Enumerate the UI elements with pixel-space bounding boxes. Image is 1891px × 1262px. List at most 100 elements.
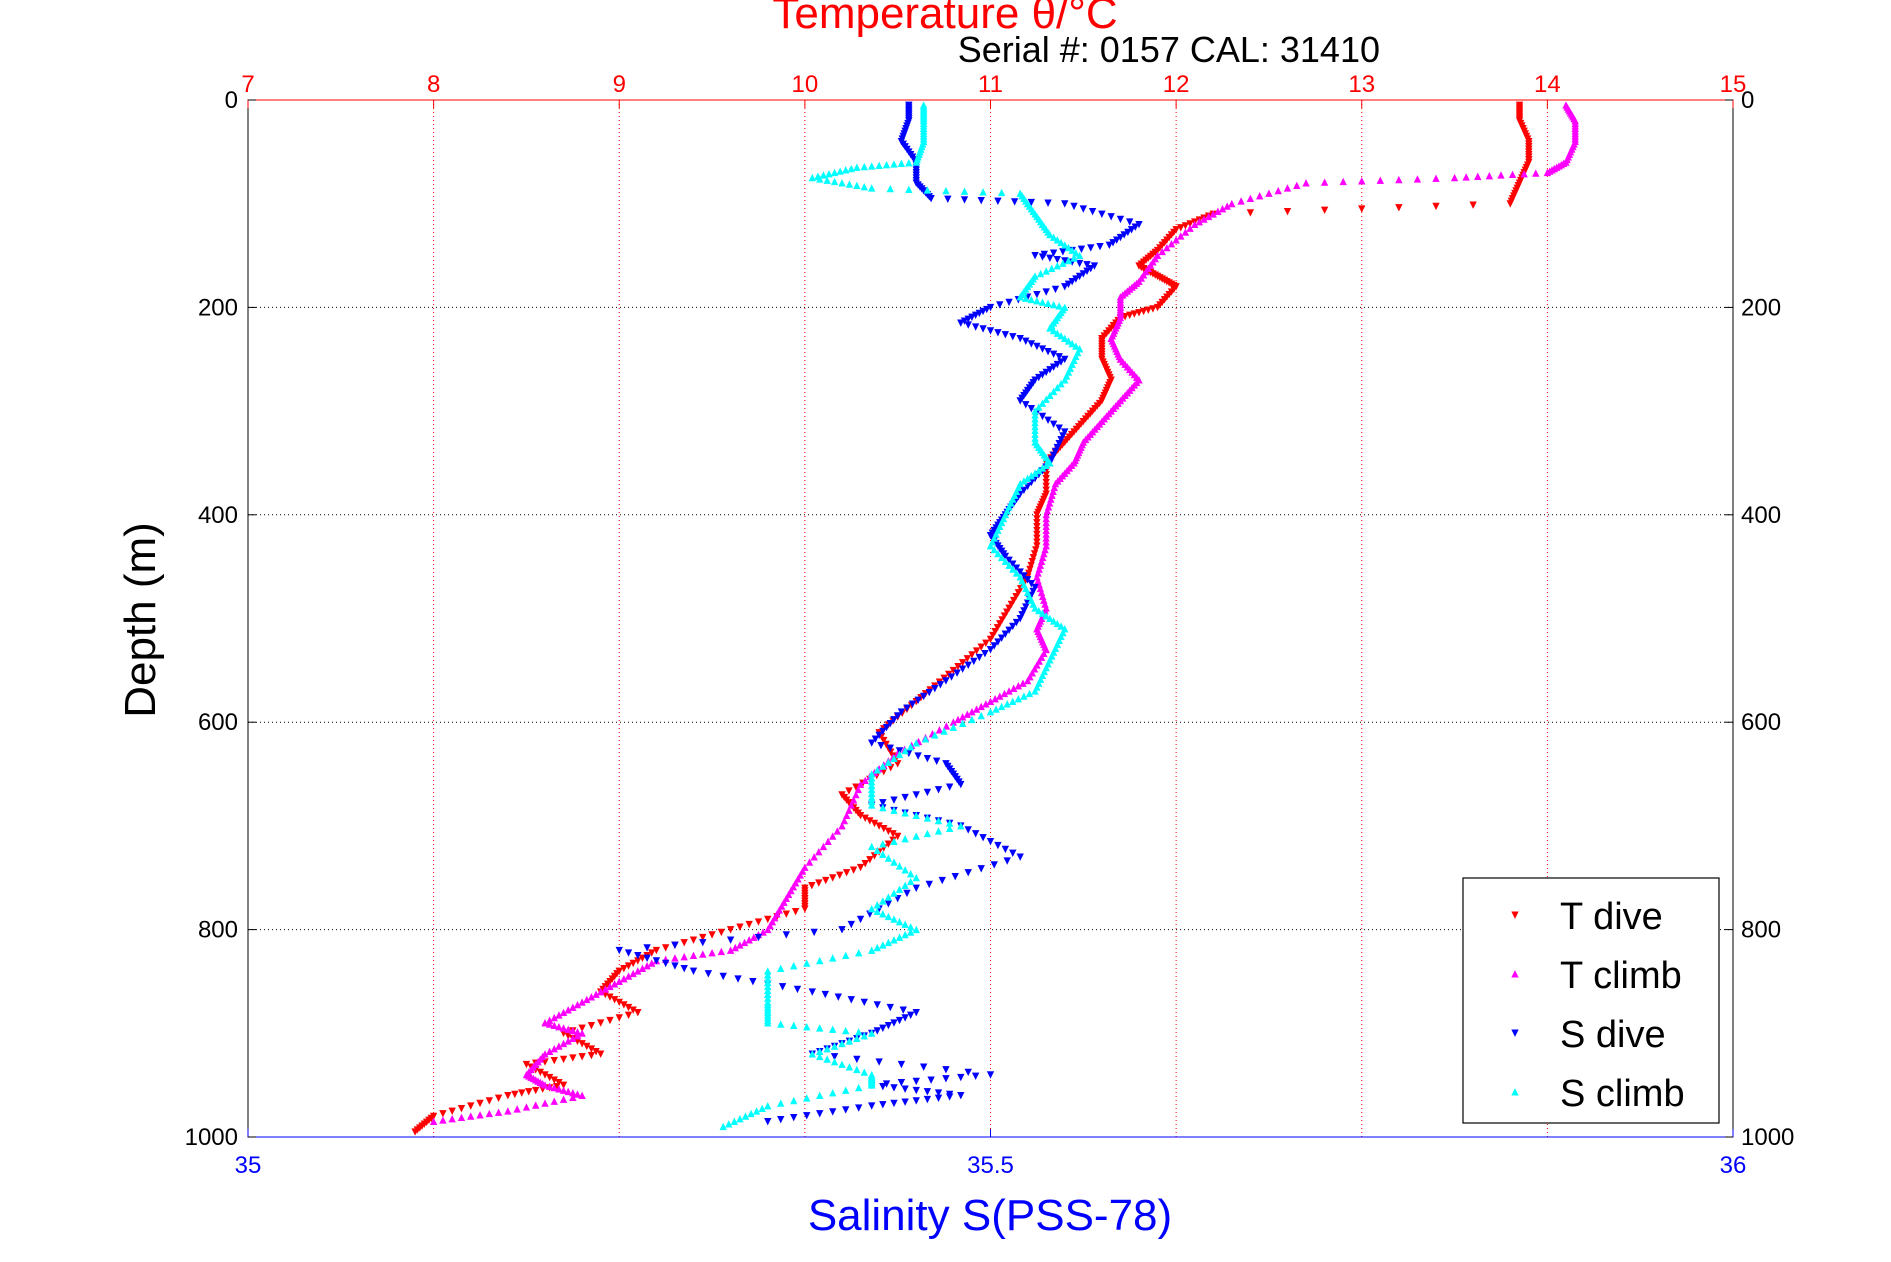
data-point [564,1037,572,1045]
data-point [979,325,987,333]
series-t-climb [429,101,1579,1125]
data-point [1035,403,1043,411]
data-point [982,639,990,647]
data-point [866,856,874,864]
data-point [511,1090,519,1099]
data-point [689,936,698,944]
data-point [884,938,893,947]
data-point [931,731,939,739]
data-point [890,1019,898,1027]
data-point [971,1072,980,1080]
data-point [954,715,962,724]
data-point [1339,177,1347,186]
data-point [957,319,965,327]
data-point [979,834,987,842]
data-point [643,962,651,970]
data-point [518,1089,526,1097]
data-point [873,1001,881,1009]
data-point [569,1093,577,1101]
data-point [559,1039,568,1048]
data-point [731,943,739,952]
data-point [890,837,898,845]
data-point [1010,596,1018,605]
data-point [587,1051,596,1060]
data-point [855,1083,863,1092]
data-point [825,170,833,178]
data-point [1055,424,1063,432]
data-point [912,791,920,799]
data-point [485,1097,493,1105]
data-point [884,893,893,901]
data-point [411,1128,419,1136]
data-point [1497,171,1505,179]
data-point [845,1037,854,1045]
data-point [890,936,898,944]
data-point [994,638,1002,646]
data-point [835,871,844,880]
data-point [578,1029,586,1037]
data-point [1053,443,1062,452]
data-point [1014,694,1023,703]
data-point [1042,461,1050,470]
legend-label: T climb [1560,955,1682,997]
data-point [890,806,898,814]
data-point [886,184,894,193]
data-point [1395,175,1403,184]
data-point [912,158,920,166]
data-point [778,983,787,991]
data-point [689,951,698,960]
data-point [833,827,842,835]
data-point [986,707,995,716]
data-point [457,1113,466,1122]
data-point [1018,611,1026,619]
data-point [994,549,1002,558]
data-point [1001,845,1010,854]
data-point [906,877,915,886]
data-point [897,1079,906,1087]
data-point [1395,204,1403,212]
data-point [958,719,967,727]
data-point [861,859,869,868]
data-point [834,993,842,1001]
depth-tick-label: 800 [1741,917,1781,944]
data-point [555,1022,563,1031]
data-point [777,1020,785,1028]
data-point [1059,259,1067,267]
data-point [890,796,898,804]
data-point [1027,561,1035,570]
data-point [569,1003,577,1011]
data-point [448,1114,456,1123]
data-point [791,907,800,916]
data-point [934,827,943,835]
data-point [1049,387,1058,396]
data-point [842,1026,850,1035]
data-point [853,1065,861,1074]
data-point [661,944,670,952]
legend-label: S climb [1560,1073,1685,1115]
chart-subtitle: Serial #: 0157 CAL: 31410 [958,29,1380,70]
data-point [923,788,932,797]
data-point [895,933,904,941]
data-point [824,837,832,845]
data-point [815,847,823,856]
data-point [545,1047,554,1055]
data-point [1070,254,1078,262]
data-point [1020,477,1028,485]
data-point [997,553,1006,562]
data-point [1046,230,1054,239]
data-point [868,1102,876,1110]
data-point [1027,580,1036,588]
data-point [860,998,868,1007]
data-point [997,634,1006,642]
data-point [855,1104,863,1112]
data-point [1064,256,1073,265]
data-point [1005,687,1013,695]
data-point [977,196,985,205]
data-point [912,1097,920,1105]
series-s-climb [719,101,1084,1131]
data-point [914,752,922,760]
series-s-dive [615,101,1143,1126]
temperature-tick-label: 10 [792,71,819,98]
data-point [855,1028,863,1036]
data-point [429,1117,438,1125]
